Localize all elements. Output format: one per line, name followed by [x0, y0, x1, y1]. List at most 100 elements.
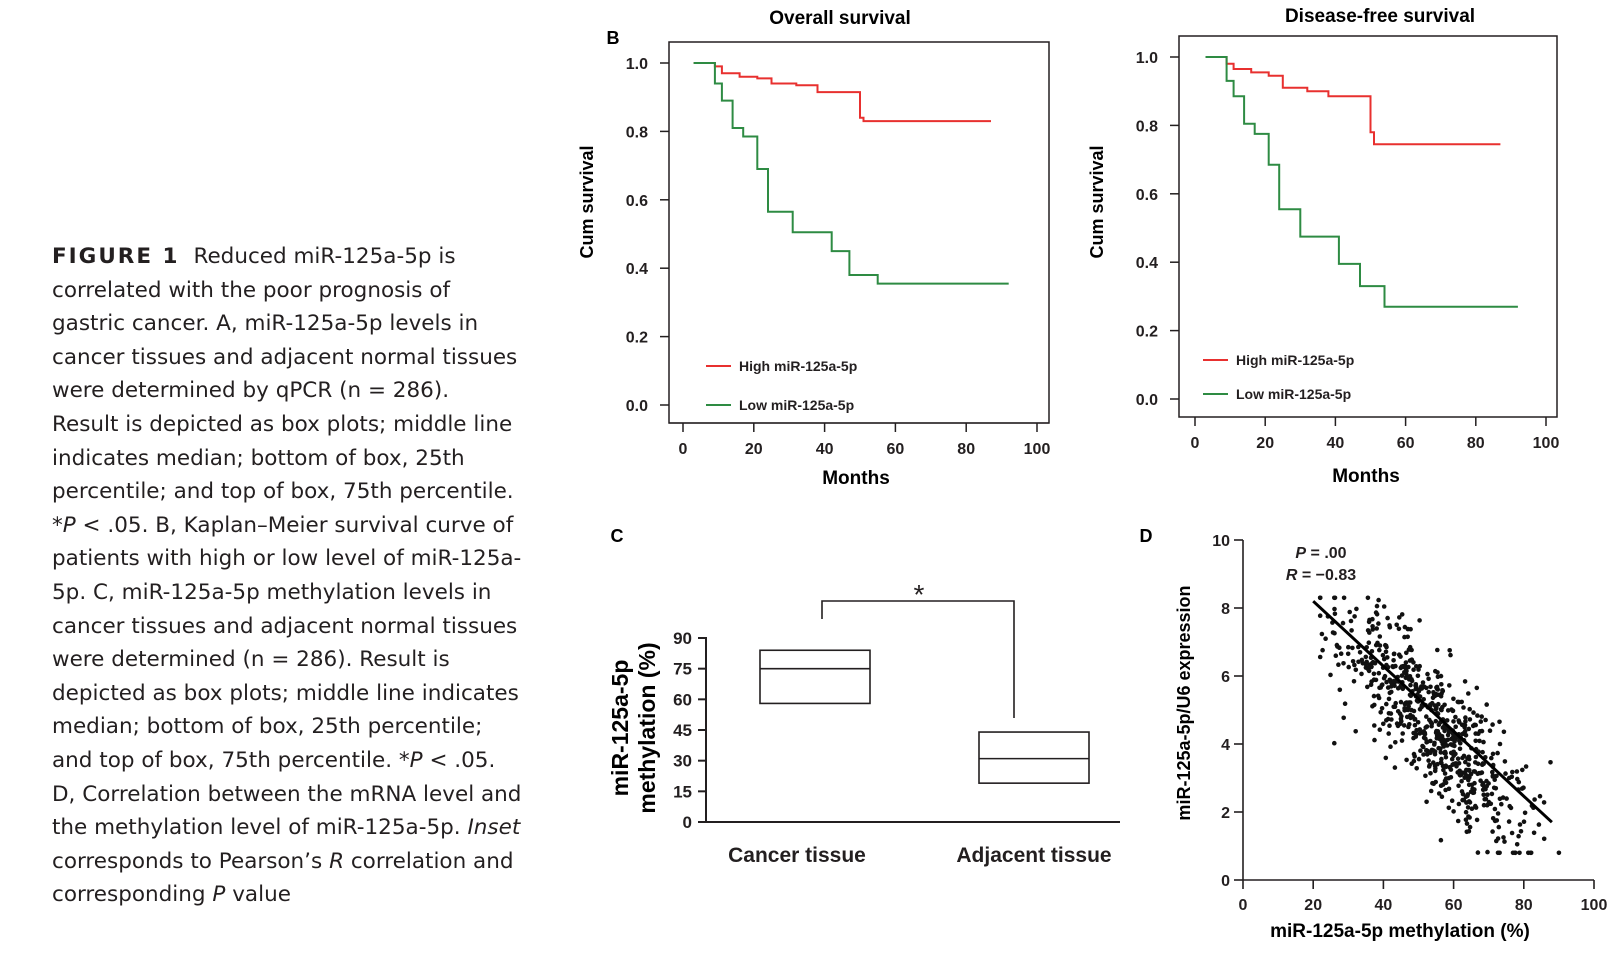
scatter-point: [1435, 647, 1440, 653]
legend-label: High miR-125a-5p: [739, 358, 857, 374]
scatter-point: [1384, 718, 1389, 723]
y-tick-label: 4: [1221, 737, 1230, 754]
scatter-point: [1387, 723, 1392, 728]
scatter-point: [1502, 759, 1508, 764]
scatter-point: [1377, 727, 1383, 732]
box-axes: 0 15 30 45 60 75 90: [673, 629, 1120, 832]
scatter-point: [1481, 739, 1486, 745]
scatter-point: [1446, 730, 1452, 735]
scatter-point: [1417, 687, 1423, 692]
scatter-point: [1492, 806, 1498, 812]
scatter-point: [1337, 645, 1342, 650]
scatter-point: [1466, 762, 1471, 767]
scatter-point: [1338, 651, 1344, 656]
scatter-point: [1485, 849, 1490, 855]
scatter-point: [1510, 769, 1515, 775]
scatter-point: [1376, 597, 1381, 603]
scatter-point: [1404, 650, 1409, 656]
x-tick-label: 100: [1024, 441, 1051, 458]
scatter-point: [1461, 705, 1466, 710]
y-tick-label: 2: [1221, 805, 1230, 822]
y-tick-label: 90: [673, 629, 692, 648]
scatter-point: [1394, 622, 1399, 628]
scatter-point: [1372, 737, 1377, 743]
scatter-point: [1381, 721, 1386, 727]
scatter-point: [1515, 776, 1520, 782]
scatter-point: [1398, 699, 1404, 705]
scatter-point: [1433, 718, 1439, 724]
scatter-point: [1468, 771, 1474, 777]
x-tick-label: 20: [1304, 897, 1322, 914]
scatter-point: [1443, 754, 1449, 760]
scatter-point: [1440, 763, 1446, 769]
y-tick-label: 6: [1221, 669, 1230, 686]
scatter-point: [1460, 797, 1465, 803]
scatter-point: [1467, 706, 1472, 712]
scatter-point: [1548, 760, 1553, 765]
scatter-point: [1501, 729, 1507, 735]
scatter-point: [1447, 683, 1452, 688]
scatter-point: [1495, 836, 1501, 841]
scatter-point: [1359, 671, 1364, 677]
caption-segment: R: [329, 848, 345, 874]
scatter-point: [1462, 728, 1468, 734]
scatter-point: [1333, 653, 1339, 658]
scatter-point: [1487, 728, 1493, 733]
scatter-point: [1483, 717, 1488, 723]
scatter-point: [1439, 794, 1445, 799]
correlation-inset: P = .00 R = −0.83: [1286, 545, 1356, 584]
y-axis-label: miR-125a-5p/U6 expression: [1174, 585, 1194, 820]
scatter-point: [1462, 679, 1468, 684]
y-tick-label: 0.6: [626, 193, 648, 210]
scatter-point: [1435, 687, 1441, 692]
scatter-point: [1386, 731, 1391, 736]
y-tick-label: 0.8: [626, 124, 648, 141]
y-tick-label: 0.0: [1136, 392, 1158, 409]
scatter-point: [1458, 740, 1463, 746]
scatter-point: [1384, 701, 1389, 707]
scatter-point: [1417, 618, 1422, 623]
scatter-point: [1536, 822, 1542, 827]
scatter-point: [1372, 702, 1377, 708]
scatter-point: [1486, 781, 1491, 786]
scatter-point: [1408, 700, 1413, 705]
significance-star: *: [914, 579, 925, 610]
scatter-point: [1484, 802, 1490, 808]
caption-segment: P: [62, 512, 76, 538]
scatter-point: [1490, 751, 1496, 757]
scatter-point: [1379, 706, 1385, 711]
scatter-point: [1443, 787, 1448, 793]
caption-segment: < .05. D, Correlation between the mRNA l…: [52, 747, 522, 841]
scatter-point: [1399, 612, 1405, 617]
scatter-point: [1395, 723, 1401, 729]
scatter-point: [1383, 755, 1389, 761]
y-axis-label: Cum survival: [1087, 145, 1107, 258]
scatter-point: [1359, 657, 1365, 663]
scatter-point: [1451, 809, 1456, 814]
scatter-point: [1436, 701, 1441, 707]
y-tick-label: 0: [683, 813, 692, 832]
scatter-point: [1370, 627, 1375, 632]
caption-segment: corresponds to Pearson’s: [52, 848, 330, 874]
scatter-point: [1328, 672, 1333, 678]
scatter-point: [1368, 682, 1374, 688]
scatter-point: [1500, 795, 1506, 800]
scatter-point: [1409, 707, 1414, 713]
scatter-point: [1514, 769, 1520, 774]
scatter-point: [1483, 796, 1489, 802]
scatter-point: [1449, 756, 1455, 762]
scatter-point: [1514, 842, 1520, 847]
scatter-point: [1474, 685, 1480, 691]
scatter-point: [1424, 748, 1429, 753]
scatter-point: [1495, 850, 1501, 856]
caption-segment: value: [225, 882, 291, 908]
scatter-point: [1509, 830, 1515, 836]
scatter-point: [1499, 801, 1504, 807]
scatter-point: [1332, 740, 1337, 746]
y-tick-label: 0.6: [1136, 187, 1158, 204]
scatter-point: [1428, 788, 1434, 794]
significance-bracket: *: [821, 579, 1015, 718]
inset-line: P = .00: [1295, 545, 1346, 562]
scatter-point: [1436, 745, 1441, 751]
scatter-point: [1421, 752, 1426, 757]
